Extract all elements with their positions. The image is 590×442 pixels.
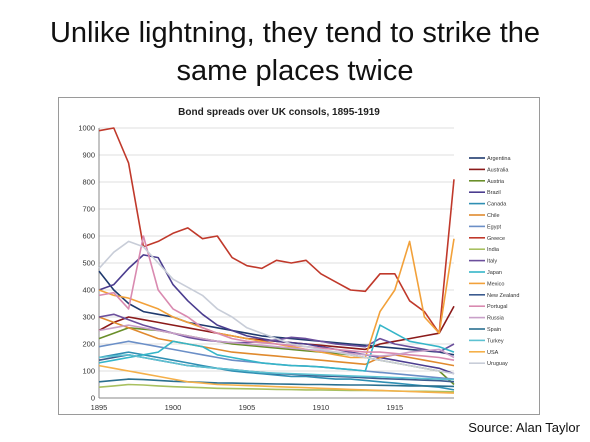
legend-label: India	[487, 247, 500, 253]
legend-label: Russia	[487, 316, 505, 322]
legend-label: Greece	[487, 236, 505, 242]
y-tick-label: 600	[82, 232, 95, 241]
legend-label: Portugal	[487, 304, 508, 310]
chart-title: Bond spreads over UK consols, 1895-1919	[178, 107, 380, 118]
y-tick-label: 0	[91, 394, 95, 403]
y-tick-label: 900	[82, 151, 95, 160]
x-tick-label: 1895	[91, 403, 108, 412]
x-tick-label: 1915	[386, 403, 403, 412]
y-tick-label: 400	[82, 286, 95, 295]
legend-label: Egypt	[487, 224, 502, 230]
series-line	[98, 364, 455, 394]
x-tick-label: 1900	[165, 403, 182, 412]
legend-label: Italy	[487, 259, 497, 265]
x-tick-label: 1905	[239, 403, 256, 412]
series-line	[98, 240, 455, 375]
legend-label: Japan	[487, 270, 502, 276]
series-line	[98, 235, 455, 361]
line-chart: Bond spreads over UK consols, 1895-1919 …	[78, 107, 519, 412]
y-tick-label: 500	[82, 259, 95, 268]
legend-label: Chile	[487, 213, 500, 219]
series-line	[98, 127, 455, 334]
y-tick-label: 800	[82, 178, 95, 187]
series-line	[98, 313, 455, 353]
series-line	[98, 324, 455, 359]
series-line	[98, 324, 455, 372]
slide-title: Unlike lightning, they tend to strike th…	[0, 14, 590, 90]
series-line	[98, 353, 455, 381]
y-tick-label: 200	[82, 340, 95, 349]
y-tick-label: 1000	[78, 124, 95, 133]
grid	[99, 127, 454, 399]
legend-label: Brazil	[487, 190, 501, 196]
y-tick-label: 300	[82, 313, 95, 322]
series-lines	[98, 127, 455, 394]
y-tick-label: 700	[82, 205, 95, 214]
x-tick-label: 1910	[313, 403, 330, 412]
series-line	[98, 254, 455, 375]
legend-label: Canada	[487, 202, 507, 208]
legend: Argentina Australia Austria Brazil Canada Chi…	[469, 156, 519, 367]
slide-title-line2: same places twice	[176, 55, 414, 87]
slide-title-line1: Unlike lightning, they tend to strike th…	[49, 17, 541, 49]
legend-label: Australia	[487, 167, 509, 173]
legend-label: Turkey	[487, 338, 504, 344]
legend-label: New Zealand	[487, 293, 519, 299]
legend-label: Uruguay	[487, 361, 508, 367]
legend-label: Mexico	[487, 281, 504, 287]
chart-frame: Bond spreads over UK consols, 1895-1919 …	[58, 97, 540, 415]
legend-label: Argentina	[487, 156, 511, 162]
axes: 0 100 200 300 400 500 600 700 800 900 1000 1895 1900…	[78, 124, 454, 412]
source-note: Source: Alan Taylor	[468, 420, 580, 435]
series-line	[98, 270, 455, 356]
legend-label: USA	[487, 350, 499, 356]
legend-label: Spain	[487, 327, 501, 333]
y-tick-label: 100	[82, 367, 95, 376]
series-line	[98, 378, 455, 388]
legend-label: Austria	[487, 179, 505, 185]
series-line	[98, 351, 455, 391]
